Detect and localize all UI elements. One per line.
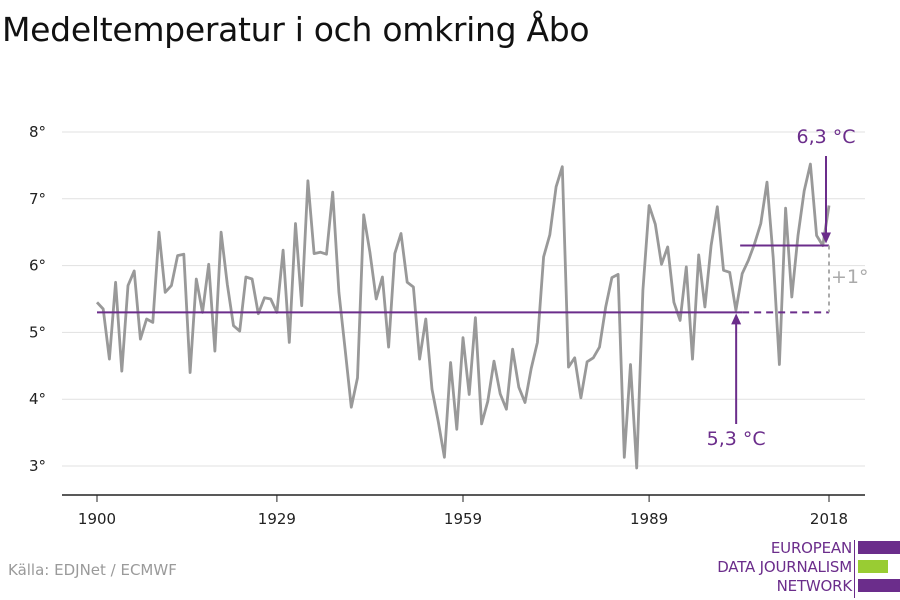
y-tick-label: 5° <box>29 323 46 341</box>
x-tick-label: 1959 <box>444 510 482 528</box>
x-tick-label: 1900 <box>78 510 116 528</box>
recent-label: 6,3 °C <box>796 126 855 148</box>
logo-bar-purple-top <box>858 541 900 554</box>
logo-line-3: NETWORK <box>776 577 853 595</box>
difference-label: +1° <box>831 266 869 288</box>
source-credit: Källa: EDJNet / ECMWF <box>8 561 177 579</box>
logo-bar-green <box>858 560 888 573</box>
logo-line-1: EUROPEAN <box>770 539 852 557</box>
y-tick-label: 6° <box>29 257 46 275</box>
y-tick-label: 8° <box>29 123 46 141</box>
x-tick-label: 2018 <box>810 510 848 528</box>
annotations: 5,3 °C 6,3 °C +1° <box>97 126 869 450</box>
recent-arrow-head <box>821 232 831 244</box>
x-tick-label: 1989 <box>630 510 668 528</box>
logo-rule <box>854 540 855 598</box>
baseline-label: 5,3 °C <box>707 428 766 450</box>
y-tick-label: 7° <box>29 190 46 208</box>
gridlines <box>62 131 865 467</box>
series <box>95 162 831 470</box>
logo-bar-purple-bottom <box>858 579 900 592</box>
series-line <box>95 162 831 470</box>
x-tick-label: 1929 <box>258 510 296 528</box>
edjnet-logo[interactable]: EUROPEAN DATA JOURNALISM NETWORK <box>702 540 900 598</box>
y-tick-label: 3° <box>29 457 46 475</box>
axis-ticks: 3° 4° 5° 6° 7° 8° 1900 1929 1959 1989 2018 <box>29 123 848 528</box>
baseline-arrow-head <box>731 313 742 325</box>
page-title: Medeltemperatur i och omkring Åbo <box>2 10 590 49</box>
logo-line-2: DATA JOURNALISM <box>717 558 852 576</box>
y-tick-label: 4° <box>29 390 46 408</box>
